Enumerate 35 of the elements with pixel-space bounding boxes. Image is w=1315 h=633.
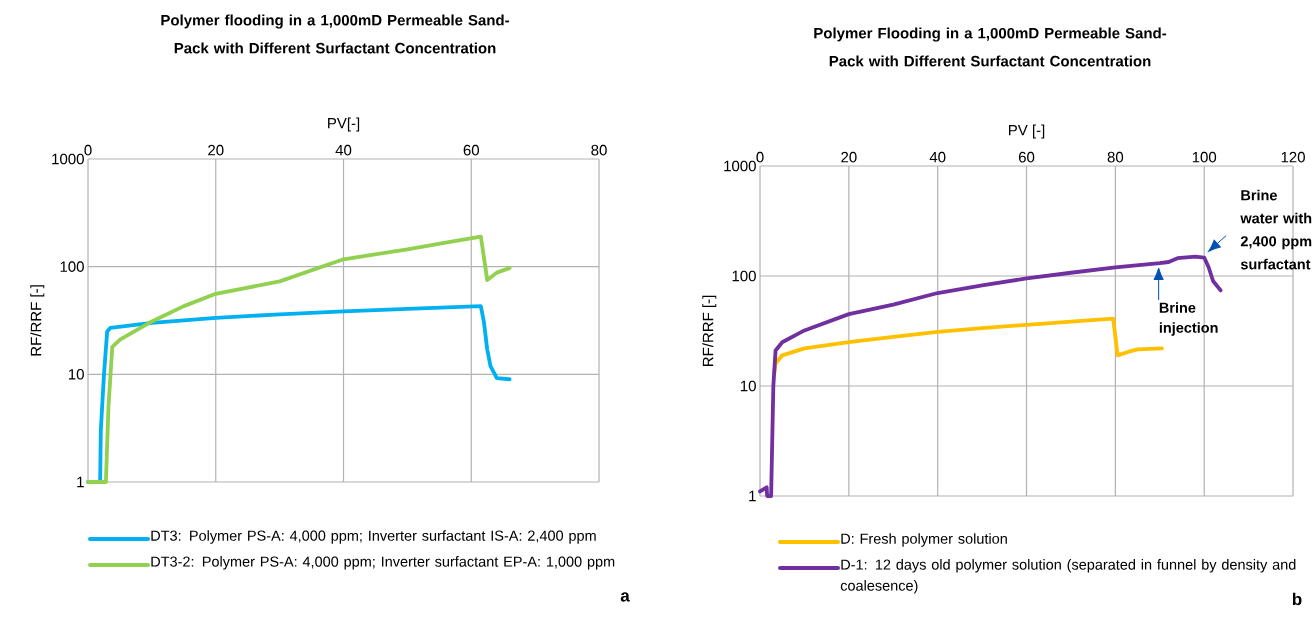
y-tick-label: 10 — [68, 369, 84, 380]
x-axis-title: PV [-] — [1009, 124, 1045, 139]
y-tick-label: 100 — [732, 270, 756, 282]
line-series — [86, 234, 512, 484]
y-tick-label: 1 — [749, 490, 756, 502]
line-series — [758, 254, 1223, 498]
x-axis-title: PV[-] — [328, 117, 360, 132]
x-tick-label: 40 — [929, 151, 946, 163]
chart-title: Polymer Flooding in a 1,000mD Permeable Sand-Pack with Different Surfactant Concentration — [814, 27, 1167, 67]
annotation: Brine water with 2,400 ppm surfactant — [1240, 189, 1312, 270]
y-tick-label: 1000 — [52, 153, 84, 165]
x-tick-label: 80 — [1107, 151, 1124, 163]
y-tick-label: 1 — [77, 476, 84, 488]
legend-label: D: Fresh polymer solution — [841, 533, 1007, 547]
annotation: Brine injection — [1159, 302, 1218, 336]
x-tick-label: 60 — [463, 144, 480, 156]
x-tick-label: 40 — [335, 144, 352, 156]
x-tick-label: 20 — [841, 151, 857, 163]
y-tick-label: 1000 — [724, 160, 756, 172]
y-axis-title: RF/RRF [-] — [702, 295, 717, 366]
y-tick-label: 100 — [60, 261, 84, 272]
x-tick-label: 60 — [1018, 151, 1035, 163]
text: b — [1292, 592, 1302, 606]
x-tick-label: 0 — [756, 151, 764, 163]
y-axis-title: RF/RRF [-] — [30, 285, 45, 356]
y-tick-label: 10 — [740, 380, 756, 392]
x-tick-label: 100 — [1192, 151, 1217, 163]
chart-title: Polymer flooding in a 1,000mD Permeable Sand-Pack with Different Surfactant Concentration — [161, 14, 510, 54]
text: a — [620, 592, 630, 602]
x-tick-label: 0 — [84, 144, 92, 156]
legend-label: DT3-2: Polymer PS-A: 4,000 ppm; Inverter surfactant EP-A: 1,000 ppm — [151, 556, 615, 570]
legend-label: DT3: Polymer PS-A: 4,000 ppm; Inverter surfactant IS-A: 2,400 ppm — [151, 530, 596, 544]
x-tick-label: 20 — [208, 144, 224, 156]
x-tick-label: 80 — [591, 144, 607, 156]
x-tick-label: 120 — [1281, 151, 1305, 163]
